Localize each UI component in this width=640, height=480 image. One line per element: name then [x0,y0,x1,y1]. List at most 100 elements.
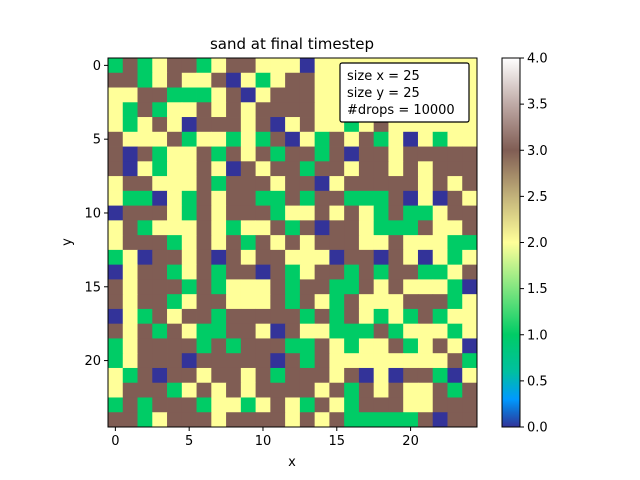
heatmap-cell [226,397,242,413]
y-tick-label: 5 [93,133,101,148]
heatmap-cell [403,235,419,251]
heatmap-cell [211,279,227,295]
heatmap-cell [388,323,404,339]
heatmap-cell [329,323,345,339]
heatmap-cell [211,205,227,221]
heatmap-cell [196,353,212,369]
heatmap-cell [432,412,448,428]
heatmap-cell [240,353,256,369]
heatmap-cell [226,58,242,74]
heatmap-cell [181,220,197,236]
heatmap-cell [196,323,212,339]
heatmap-cell [403,205,419,221]
heatmap-cell [417,397,434,413]
heatmap-cell [226,323,242,339]
heatmap-cell [432,294,448,310]
heatmap-cell [255,308,271,325]
heatmap-cell [462,279,478,295]
heatmap-cell [211,102,227,118]
heatmap-cell [108,161,124,177]
heatmap-cell [240,382,256,398]
heatmap-cell [447,161,463,177]
heatmap-cell [462,161,478,177]
heatmap-cell [255,102,271,118]
heatmap-cell [152,249,168,266]
chart-title: sand at final timestep [210,35,374,53]
heatmap-cell [314,87,330,103]
heatmap-cell [314,294,330,310]
heatmap-cell [137,353,153,369]
heatmap-cell [314,190,330,206]
heatmap-cell [447,205,463,221]
heatmap-cell [358,220,375,236]
heatmap-cell [358,146,375,162]
heatmap-cell [255,58,271,74]
heatmap-cell [211,412,227,428]
heatmap-cell [329,176,345,192]
heatmap-cell [329,412,345,428]
heatmap-cell [122,235,138,251]
heatmap-cell [226,117,242,133]
heatmap-cell [403,294,419,310]
colorbar-tick-label: 1.5 [527,282,548,297]
heatmap-cell [108,367,124,384]
heatmap-cell [167,338,183,354]
heatmap-cell [167,176,183,192]
heatmap-cell [285,279,301,295]
heatmap-cell [344,338,360,354]
heatmap-cell [373,220,389,236]
heatmap-cell [181,367,197,384]
heatmap-cell [122,102,138,118]
heatmap-cell [152,308,168,325]
heatmap-cell [240,72,256,88]
heatmap-cell [122,353,138,369]
heatmap-cell [314,58,330,74]
heatmap-cell [299,117,316,133]
heatmap-cell [373,367,389,384]
heatmap-cell [373,249,389,266]
heatmap-cell [388,294,404,310]
heatmap-cell [240,249,256,266]
heatmap-cell [167,58,183,74]
heatmap-cell [152,338,168,354]
heatmap-cell [373,382,389,398]
heatmap-cell [270,220,286,236]
heatmap-cell [240,338,256,354]
heatmap-cell [344,264,360,280]
heatmap-cell [299,412,316,428]
heatmap-cell [432,249,448,266]
heatmap-cell [255,131,271,147]
heatmap-cell [226,220,242,236]
heatmap-cell [299,190,316,206]
heatmap-cell [417,205,434,221]
heatmap-cell [108,205,124,221]
heatmap-cell [152,131,168,147]
heatmap-cell [181,205,197,221]
heatmap-cell [329,264,345,280]
heatmap-cell [329,294,345,310]
heatmap-cell [255,176,271,192]
heatmap-cell [285,235,301,251]
heatmap-cell [211,323,227,339]
heatmap-cell [344,205,360,221]
heatmap-cell [240,190,256,206]
heatmap-cell [270,146,286,162]
heatmap-cell [240,205,256,221]
heatmap-cell [270,249,286,266]
heatmap-cell [108,220,124,236]
heatmap-cell [285,176,301,192]
heatmap-cell [358,353,375,369]
y-tick-label: 15 [84,280,101,295]
heatmap-cell [108,353,124,369]
heatmap-cell [226,382,242,398]
heatmap-cell [432,353,448,369]
heatmap-cell [447,294,463,310]
heatmap-cell [417,367,434,384]
heatmap-cell [462,249,478,266]
heatmap-cell [181,294,197,310]
heatmap-cell [181,131,197,147]
heatmap-cell [255,264,271,280]
heatmap-cell [285,249,301,266]
heatmap-cell [388,176,404,192]
